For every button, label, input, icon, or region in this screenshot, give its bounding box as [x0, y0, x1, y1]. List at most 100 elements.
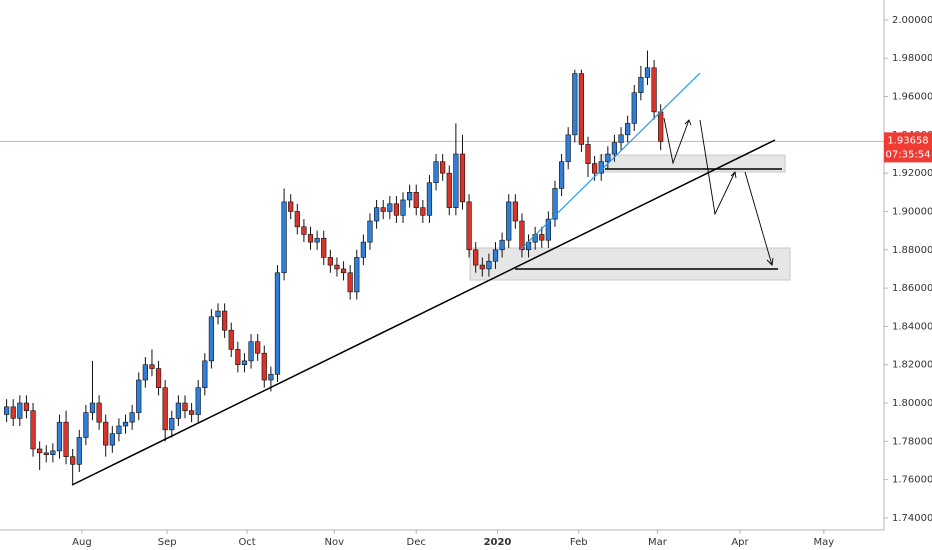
candle-body	[446, 172, 452, 208]
candle-body	[103, 421, 109, 446]
candle-body	[433, 161, 439, 184]
candle-body	[644, 67, 651, 78]
candle-body	[301, 226, 307, 235]
candle-body	[340, 268, 347, 274]
candle-body	[473, 249, 479, 266]
candle-body	[651, 67, 657, 113]
candle-body	[248, 341, 254, 362]
candle-body	[393, 203, 400, 216]
candle-body	[572, 73, 578, 136]
y-tick-label: 1.74000	[892, 513, 932, 524]
arrow-head	[684, 119, 692, 126]
candle-body	[195, 387, 201, 415]
candle-body	[235, 349, 241, 365]
candle-body	[453, 153, 459, 208]
candle-body	[208, 316, 215, 362]
candle-body	[334, 264, 340, 270]
candle-body	[625, 123, 631, 136]
candle-body	[327, 257, 333, 266]
candle-body	[539, 234, 545, 241]
y-tick-label: 1.82000	[892, 360, 932, 371]
x-tick-label: Nov	[325, 537, 345, 548]
projection-arrow	[663, 117, 690, 165]
y-tick-label: 2.00000	[892, 15, 932, 26]
candles	[3, 50, 664, 486]
candle-body	[3, 406, 10, 415]
x-tick-label: Feb	[570, 537, 588, 548]
candle-body	[440, 161, 446, 174]
candle-body	[23, 402, 30, 411]
candle-body	[592, 163, 598, 174]
drawings	[0, 140, 884, 281]
candle-body	[142, 364, 148, 381]
candle-body	[294, 211, 300, 228]
candle-body	[222, 310, 228, 331]
x-tick-label: Sep	[158, 537, 177, 548]
candle-body	[241, 360, 248, 365]
y-tick-label: 1.98000	[892, 53, 932, 64]
trend-line	[71, 139, 776, 486]
candle-body	[89, 402, 96, 413]
candle-body	[486, 260, 492, 270]
candle-body	[354, 257, 360, 293]
x-tick-label: Apr	[731, 537, 749, 548]
candle-body	[380, 207, 386, 212]
candle-body	[215, 310, 221, 318]
candle-body	[400, 199, 406, 216]
candle-body	[373, 207, 380, 222]
candle-body	[155, 368, 162, 388]
candle-body	[420, 207, 426, 216]
candle-body	[76, 437, 82, 465]
candle-body	[261, 352, 267, 381]
candle-body	[321, 237, 327, 258]
candle-body	[466, 201, 472, 251]
candle-body	[492, 249, 499, 262]
price-tag: 1.93658 07:35:54	[884, 132, 932, 163]
overlays	[71, 72, 776, 486]
countdown-label: 07:35:54	[886, 149, 931, 160]
candle-body	[274, 272, 281, 375]
y-tick-label: 1.92000	[892, 168, 932, 179]
candle-body	[578, 73, 585, 145]
x-tick-label: Dec	[407, 537, 426, 548]
candle-body	[407, 192, 413, 201]
y-tick-label: 1.96000	[892, 92, 932, 103]
candle-body	[565, 134, 571, 162]
candle-body	[268, 373, 274, 381]
candle-body	[43, 452, 49, 456]
candle-body	[631, 92, 637, 124]
candle-body	[96, 402, 102, 423]
candle-body	[169, 418, 175, 431]
trend-line	[519, 72, 701, 251]
y-tick-label: 1.84000	[892, 321, 932, 332]
x-tick-label: May	[814, 537, 835, 548]
candle-body	[162, 387, 168, 431]
candle-body	[585, 144, 591, 164]
y-tick-label: 1.86000	[892, 283, 932, 294]
candle-body	[360, 241, 366, 258]
y-tick-label: 1.76000	[892, 475, 932, 486]
x-tick-label: Aug	[72, 537, 92, 548]
candle-body	[63, 421, 69, 457]
x-tick-label: Oct	[238, 537, 255, 548]
candle-body	[188, 410, 195, 415]
candle-body	[638, 77, 644, 94]
candle-body	[17, 402, 23, 419]
x-tick-label: Mar	[648, 537, 668, 548]
price-tag-box	[884, 132, 932, 163]
candle-body	[314, 237, 320, 243]
candle-body	[426, 182, 433, 216]
candle-body	[605, 153, 611, 162]
y-tick-label: 1.78000	[892, 436, 932, 447]
candle-body	[122, 421, 129, 427]
last-price-label: 1.93658	[887, 135, 928, 146]
candle-body	[558, 161, 565, 189]
x-tick-label: 2020	[484, 537, 512, 548]
candle-body	[347, 272, 353, 293]
candle-body	[611, 142, 618, 155]
candle-body	[175, 402, 181, 419]
candle-body	[129, 412, 135, 423]
candle-body	[281, 201, 287, 274]
candle-body	[367, 220, 373, 243]
